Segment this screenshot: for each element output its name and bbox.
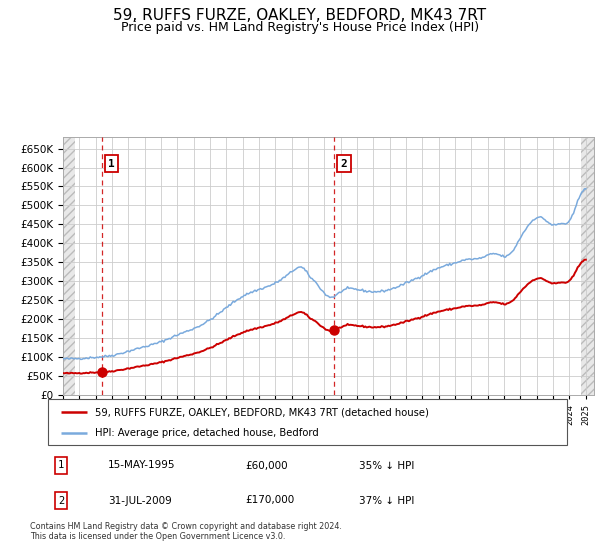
Text: 2: 2 (58, 496, 64, 506)
Text: 15-MAY-1995: 15-MAY-1995 (107, 460, 175, 470)
Text: 31-JUL-2009: 31-JUL-2009 (107, 496, 172, 506)
Text: 1: 1 (58, 460, 64, 470)
Text: 1: 1 (108, 158, 115, 169)
Text: £60,000: £60,000 (245, 460, 288, 470)
Bar (581, 137, 594, 395)
Text: Contains HM Land Registry data © Crown copyright and database right 2024.
This d: Contains HM Land Registry data © Crown c… (30, 522, 342, 542)
FancyBboxPatch shape (48, 399, 567, 445)
Bar (63, 137, 75, 395)
Text: HPI: Average price, detached house, Bedford: HPI: Average price, detached house, Bedf… (95, 428, 319, 438)
Text: 35% ↓ HPI: 35% ↓ HPI (359, 460, 415, 470)
Text: 2: 2 (340, 158, 347, 169)
Text: 59, RUFFS FURZE, OAKLEY, BEDFORD, MK43 7RT: 59, RUFFS FURZE, OAKLEY, BEDFORD, MK43 7… (113, 8, 487, 24)
Text: £170,000: £170,000 (245, 496, 295, 506)
Text: 37% ↓ HPI: 37% ↓ HPI (359, 496, 415, 506)
Text: 59, RUFFS FURZE, OAKLEY, BEDFORD, MK43 7RT (detached house): 59, RUFFS FURZE, OAKLEY, BEDFORD, MK43 7… (95, 407, 428, 417)
Text: Price paid vs. HM Land Registry's House Price Index (HPI): Price paid vs. HM Land Registry's House … (121, 21, 479, 34)
